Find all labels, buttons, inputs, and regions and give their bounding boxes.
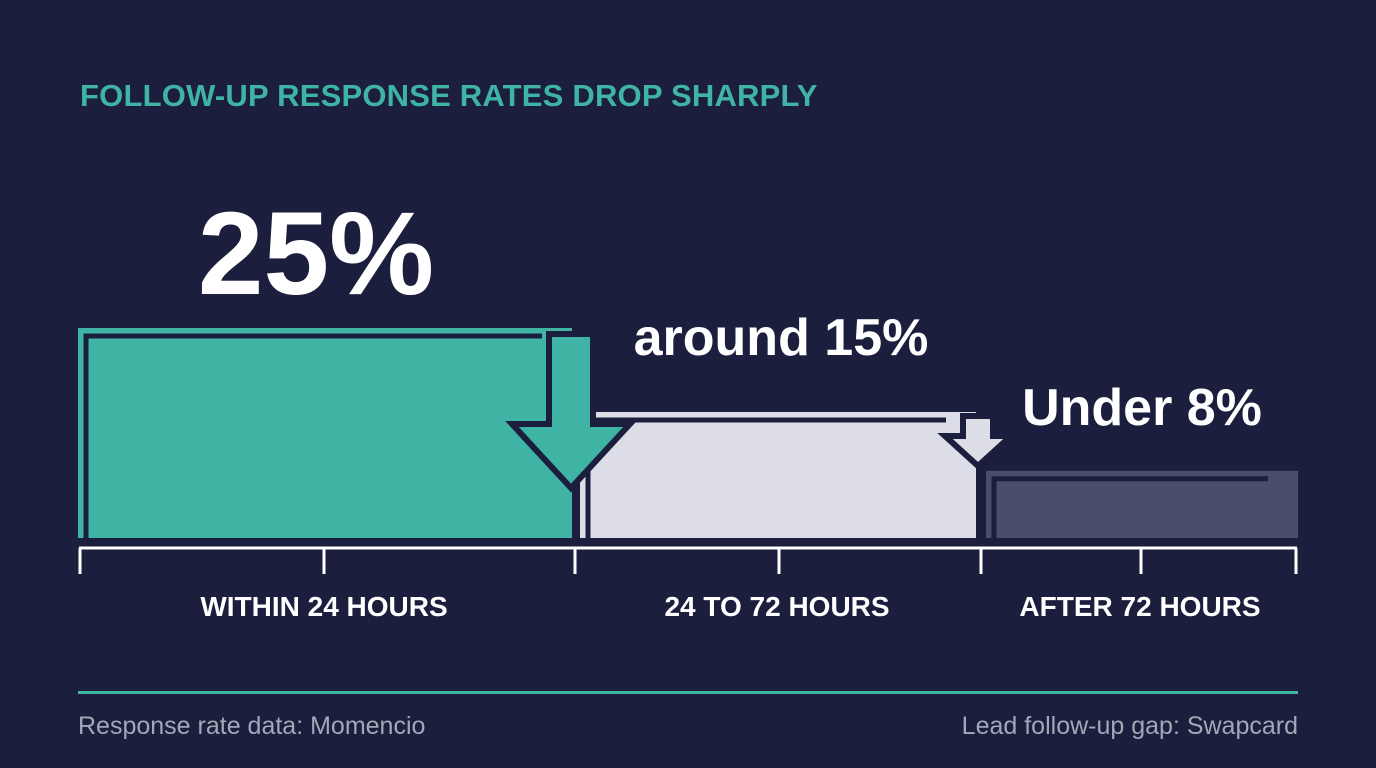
- arrow-icon-drop-2: [937, 413, 1019, 471]
- response-rate-chart: WITHIN 24 HOURS 24 TO 72 HOURS AFTER 72 HO…: [78, 188, 1298, 622]
- bars-layer: [78, 328, 1298, 538]
- bar-24-to-72-hours: [580, 412, 976, 538]
- value-label-24-to-72-hours: around 15%: [634, 309, 929, 367]
- bar-inset-border-within-24-hours: [83, 333, 542, 538]
- labels-layer: WITHIN 24 HOURS 24 TO 72 HOURS AFTER 72 HO…: [198, 188, 1262, 622]
- source-note-left: Response rate data: Momencio: [78, 712, 426, 740]
- footer-divider: [78, 691, 1298, 694]
- value-label-within-24-hours: 25%: [198, 188, 434, 320]
- bar-after-72-hours: [986, 470, 1298, 538]
- bar-inset-border-after-72-hours: [991, 476, 1268, 538]
- value-label-after-72-hours: Under 8%: [1022, 379, 1262, 437]
- chart-title: FOLLOW-UP RESPONSE RATES DROP SHARPLY: [80, 78, 818, 113]
- x-axis: [78, 546, 1298, 574]
- category-label-after-72-hours: AFTER 72 HOURS: [1019, 591, 1260, 622]
- category-label-within-24-hours: WITHIN 24 HOURS: [200, 591, 447, 622]
- bar-within-24-hours: [78, 328, 572, 538]
- arrow-icon-drop-1: [505, 331, 637, 493]
- arrows-layer: [505, 331, 1019, 493]
- category-label-24-to-72-hours: 24 TO 72 HOURS: [664, 591, 889, 622]
- source-note-right: Lead follow-up gap: Swapcard: [961, 712, 1298, 740]
